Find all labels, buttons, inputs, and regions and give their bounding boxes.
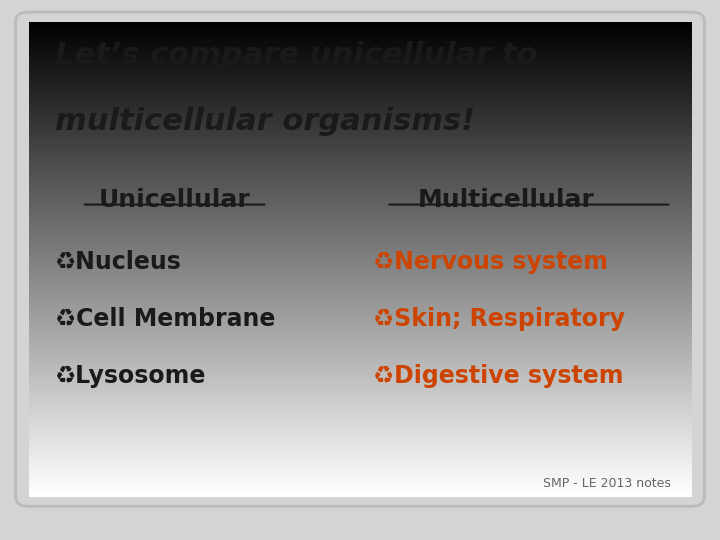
Text: ♻Cell Membrane: ♻Cell Membrane xyxy=(55,307,276,330)
Text: Unicellular: Unicellular xyxy=(99,188,251,212)
Text: Let’s compare unicellular to: Let’s compare unicellular to xyxy=(55,40,538,70)
Text: ♻Digestive system: ♻Digestive system xyxy=(373,364,624,388)
Text: Multicellular: Multicellular xyxy=(418,188,594,212)
Text: ♻Nervous system: ♻Nervous system xyxy=(373,249,608,274)
Text: ♻Lysosome: ♻Lysosome xyxy=(55,364,207,388)
Text: SMP - LE 2013 notes: SMP - LE 2013 notes xyxy=(544,477,671,490)
Text: ♻Skin; Respiratory: ♻Skin; Respiratory xyxy=(373,307,625,330)
Text: ♻Nucleus: ♻Nucleus xyxy=(55,249,182,274)
Text: multicellular organisms!: multicellular organisms! xyxy=(55,107,475,136)
